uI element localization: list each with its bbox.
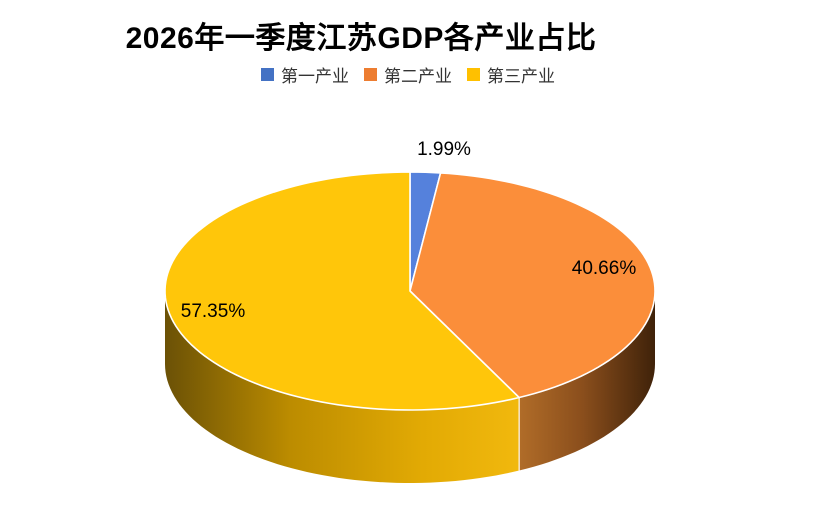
legend-item-tertiary-industry: 第三产业 (467, 62, 555, 87)
legend-item-secondary-industry: 第二产业 (364, 62, 452, 87)
legend-item-primary-industry: 第一产业 (261, 62, 349, 87)
chart-legend: 第一产业 第二产业 第三产业 (0, 62, 816, 87)
legend-swatch-primary-industry (261, 68, 274, 81)
legend-swatch-secondary-industry (364, 68, 377, 81)
data-label-primary-industry: 1.99% (417, 139, 471, 160)
legend-label-primary-industry: 第一产业 (281, 67, 349, 86)
pie-wall-1 (519, 291, 655, 471)
pie-slice-2 (164, 171, 520, 411)
legend-label-tertiary-industry: 第三产业 (487, 67, 555, 86)
pie-wall-2 (165, 291, 520, 483)
legend-swatch-tertiary-industry (467, 68, 480, 81)
data-label-tertiary-industry: 57.35% (180, 301, 246, 322)
data-label-secondary-industry: 40.66% (571, 258, 637, 279)
pie-slice-1 (409, 172, 656, 399)
legend-label-secondary-industry: 第二产业 (384, 67, 452, 86)
chart-title: 2026年一季度江苏GDP各产业占比 (125, 22, 597, 55)
